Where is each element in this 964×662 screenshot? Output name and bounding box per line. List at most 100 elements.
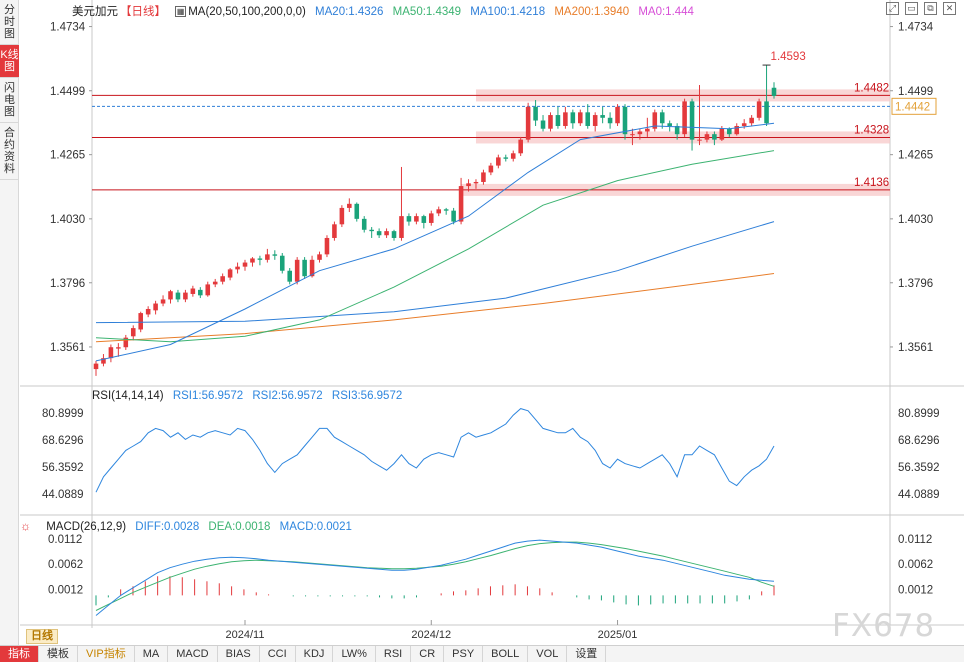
ma-settings-icon[interactable]: ▦ — [175, 6, 187, 18]
candle-body-23 — [265, 254, 270, 260]
candle-body-44 — [421, 216, 427, 223]
candle-body-38 — [376, 231, 382, 236]
bottom-tab-[interactable]: 指标 — [0, 646, 39, 662]
level-label-1: 1.4328 — [854, 124, 889, 136]
candle-body-45 — [428, 213, 434, 223]
expand-icon[interactable]: ⤢ — [886, 2, 899, 15]
candle-body-41 — [399, 216, 404, 238]
restore-icon[interactable]: ⧉ — [924, 2, 937, 15]
candle-body-71 — [622, 106, 628, 135]
candle-body-54 — [496, 157, 501, 166]
side-tab-2[interactable]: 闪电图 — [0, 78, 19, 123]
candle-body-21 — [250, 258, 255, 263]
candle-body-43 — [414, 216, 419, 222]
bottom-tab-[interactable]: 模板 — [39, 646, 78, 662]
indicator-tab-bar: 指标 模板 VIP指标 MA MACD BIAS CCI KDJ LW% RSI CR PSY BOLL… — [0, 645, 964, 662]
candle-body-88 — [749, 117, 754, 124]
candle-body-34 — [347, 203, 352, 208]
candle-body-65 — [578, 112, 583, 124]
bottom-tab-psy[interactable]: PSY — [444, 646, 484, 662]
bottom-tab-vip[interactable]: VIP指标 — [78, 646, 135, 662]
macd-params-label: MACD(26,12,9) — [46, 521, 127, 533]
candle-body-53 — [488, 165, 494, 173]
bottom-tab-boll[interactable]: BOLL — [483, 646, 529, 662]
diff-value: DIFF:0.0028 — [135, 521, 200, 533]
bottom-tab-ma[interactable]: MA — [135, 646, 169, 662]
bottom-tab-cci[interactable]: CCI — [260, 646, 296, 662]
candle-body-81 — [697, 139, 702, 141]
side-tab-0[interactable]: 分时图 — [0, 0, 19, 45]
macd-value: MACD:0.0021 — [279, 521, 352, 533]
price-axis-right-label-4: 1.3796 — [898, 278, 933, 290]
candle-body-52 — [481, 172, 486, 182]
macd-settings-icon[interactable]: ☼ — [20, 519, 31, 533]
last-price-box — [891, 97, 937, 115]
candle-body-33 — [339, 207, 345, 225]
candle-body-4 — [123, 337, 129, 348]
candle-body-42 — [406, 216, 412, 222]
bottom-tab-[interactable]: 设置 — [567, 646, 607, 662]
candle-body-18 — [227, 269, 233, 278]
candle-body-46 — [436, 209, 442, 214]
bottom-tab-vol[interactable]: VOL — [528, 646, 568, 662]
candle-body-12 — [183, 292, 188, 300]
candle-body-72 — [630, 134, 635, 136]
bottom-tab-kdj[interactable]: KDJ — [296, 646, 334, 662]
ma20-value: MA20:1.4326 — [315, 6, 384, 18]
rsi-legend: RSI(14,14,14) RSI1:56.9572 RSI2:56.9572 … — [92, 390, 408, 402]
candle-body-14 — [198, 289, 203, 296]
side-tab-3[interactable]: 合约资料 — [0, 123, 19, 180]
candle-body-8 — [153, 303, 158, 311]
period-badge[interactable]: 日线 — [26, 629, 58, 644]
candle-body-2 — [108, 347, 114, 359]
side-tab-1[interactable]: K线图 — [0, 45, 19, 78]
rsi-axis-right-label-2: 56.3592 — [898, 462, 940, 474]
rsi-axis-right-label-1: 68.6296 — [898, 435, 940, 447]
price-axis-left-label-0: 1.4734 — [50, 22, 86, 34]
ma0-value: MA0:1.444 — [638, 6, 694, 18]
rsi2-value: RSI2:56.9572 — [252, 390, 323, 402]
candle-body-30 — [317, 254, 322, 260]
candle-body-83 — [712, 134, 717, 140]
rsi-axis-left-label-2: 56.3592 — [42, 462, 84, 474]
candle-body-39 — [384, 231, 389, 236]
bottom-tab-rsi[interactable]: RSI — [376, 646, 412, 662]
candle-body-3 — [116, 347, 121, 349]
candle-body-60 — [540, 120, 546, 129]
candle-body-49 — [458, 186, 464, 222]
rsi1-value: RSI1:56.9572 — [172, 390, 244, 402]
candle-body-74 — [645, 128, 650, 132]
candle-body-82 — [704, 134, 710, 140]
candle-body-61 — [548, 115, 553, 129]
bottom-tab-macd[interactable]: MACD — [168, 646, 218, 662]
bottom-tab-lw[interactable]: LW% — [333, 646, 376, 662]
ma200-line — [95, 273, 775, 343]
macd-legend: ☼ MACD(26,12,9) DIFF:0.0028 DEA:0.0018 M… — [20, 519, 358, 533]
time-axis-label-1: 2024/12 — [411, 629, 451, 641]
bottom-tab-bias[interactable]: BIAS — [218, 646, 260, 662]
candle-body-35 — [354, 203, 360, 219]
price-axis-left-label-4: 1.3796 — [50, 278, 85, 290]
high-label: 1.4593 — [771, 51, 806, 63]
candle-body-76 — [659, 112, 665, 124]
candle-body-78 — [674, 125, 680, 135]
candle-body-85 — [727, 128, 732, 135]
candle-body-62 — [555, 115, 561, 126]
candle-body-51 — [473, 181, 479, 184]
price-axis-right-label-2: 1.4265 — [898, 150, 933, 162]
candle-body-1 — [101, 358, 106, 364]
minimize-icon[interactable]: ▭ — [905, 2, 918, 15]
chart-workspace: 1.4734 1.4734 1.4499 1.4499 1.4265 1.4265 1.40… — [20, 0, 964, 645]
candle-body-48 — [451, 210, 456, 222]
rsi-axis-left-label-1: 68.6296 — [42, 435, 84, 447]
candle-body-80 — [689, 101, 695, 140]
candle-body-69 — [607, 117, 613, 124]
time-axis-label-0: 2024/11 — [226, 629, 265, 641]
level-label-0: 1.4482 — [854, 82, 889, 94]
close-icon[interactable]: ✕ — [943, 2, 956, 15]
candle-body-59 — [533, 106, 538, 121]
macd-axis-left-label-1: 0.0062 — [48, 559, 83, 571]
bottom-tab-cr[interactable]: CR — [411, 646, 445, 662]
kline-chart[interactable]: 1.4734 1.4734 1.4499 1.4499 1.4265 1.4265 1.40… — [20, 0, 964, 645]
candle-body-17 — [220, 276, 225, 282]
